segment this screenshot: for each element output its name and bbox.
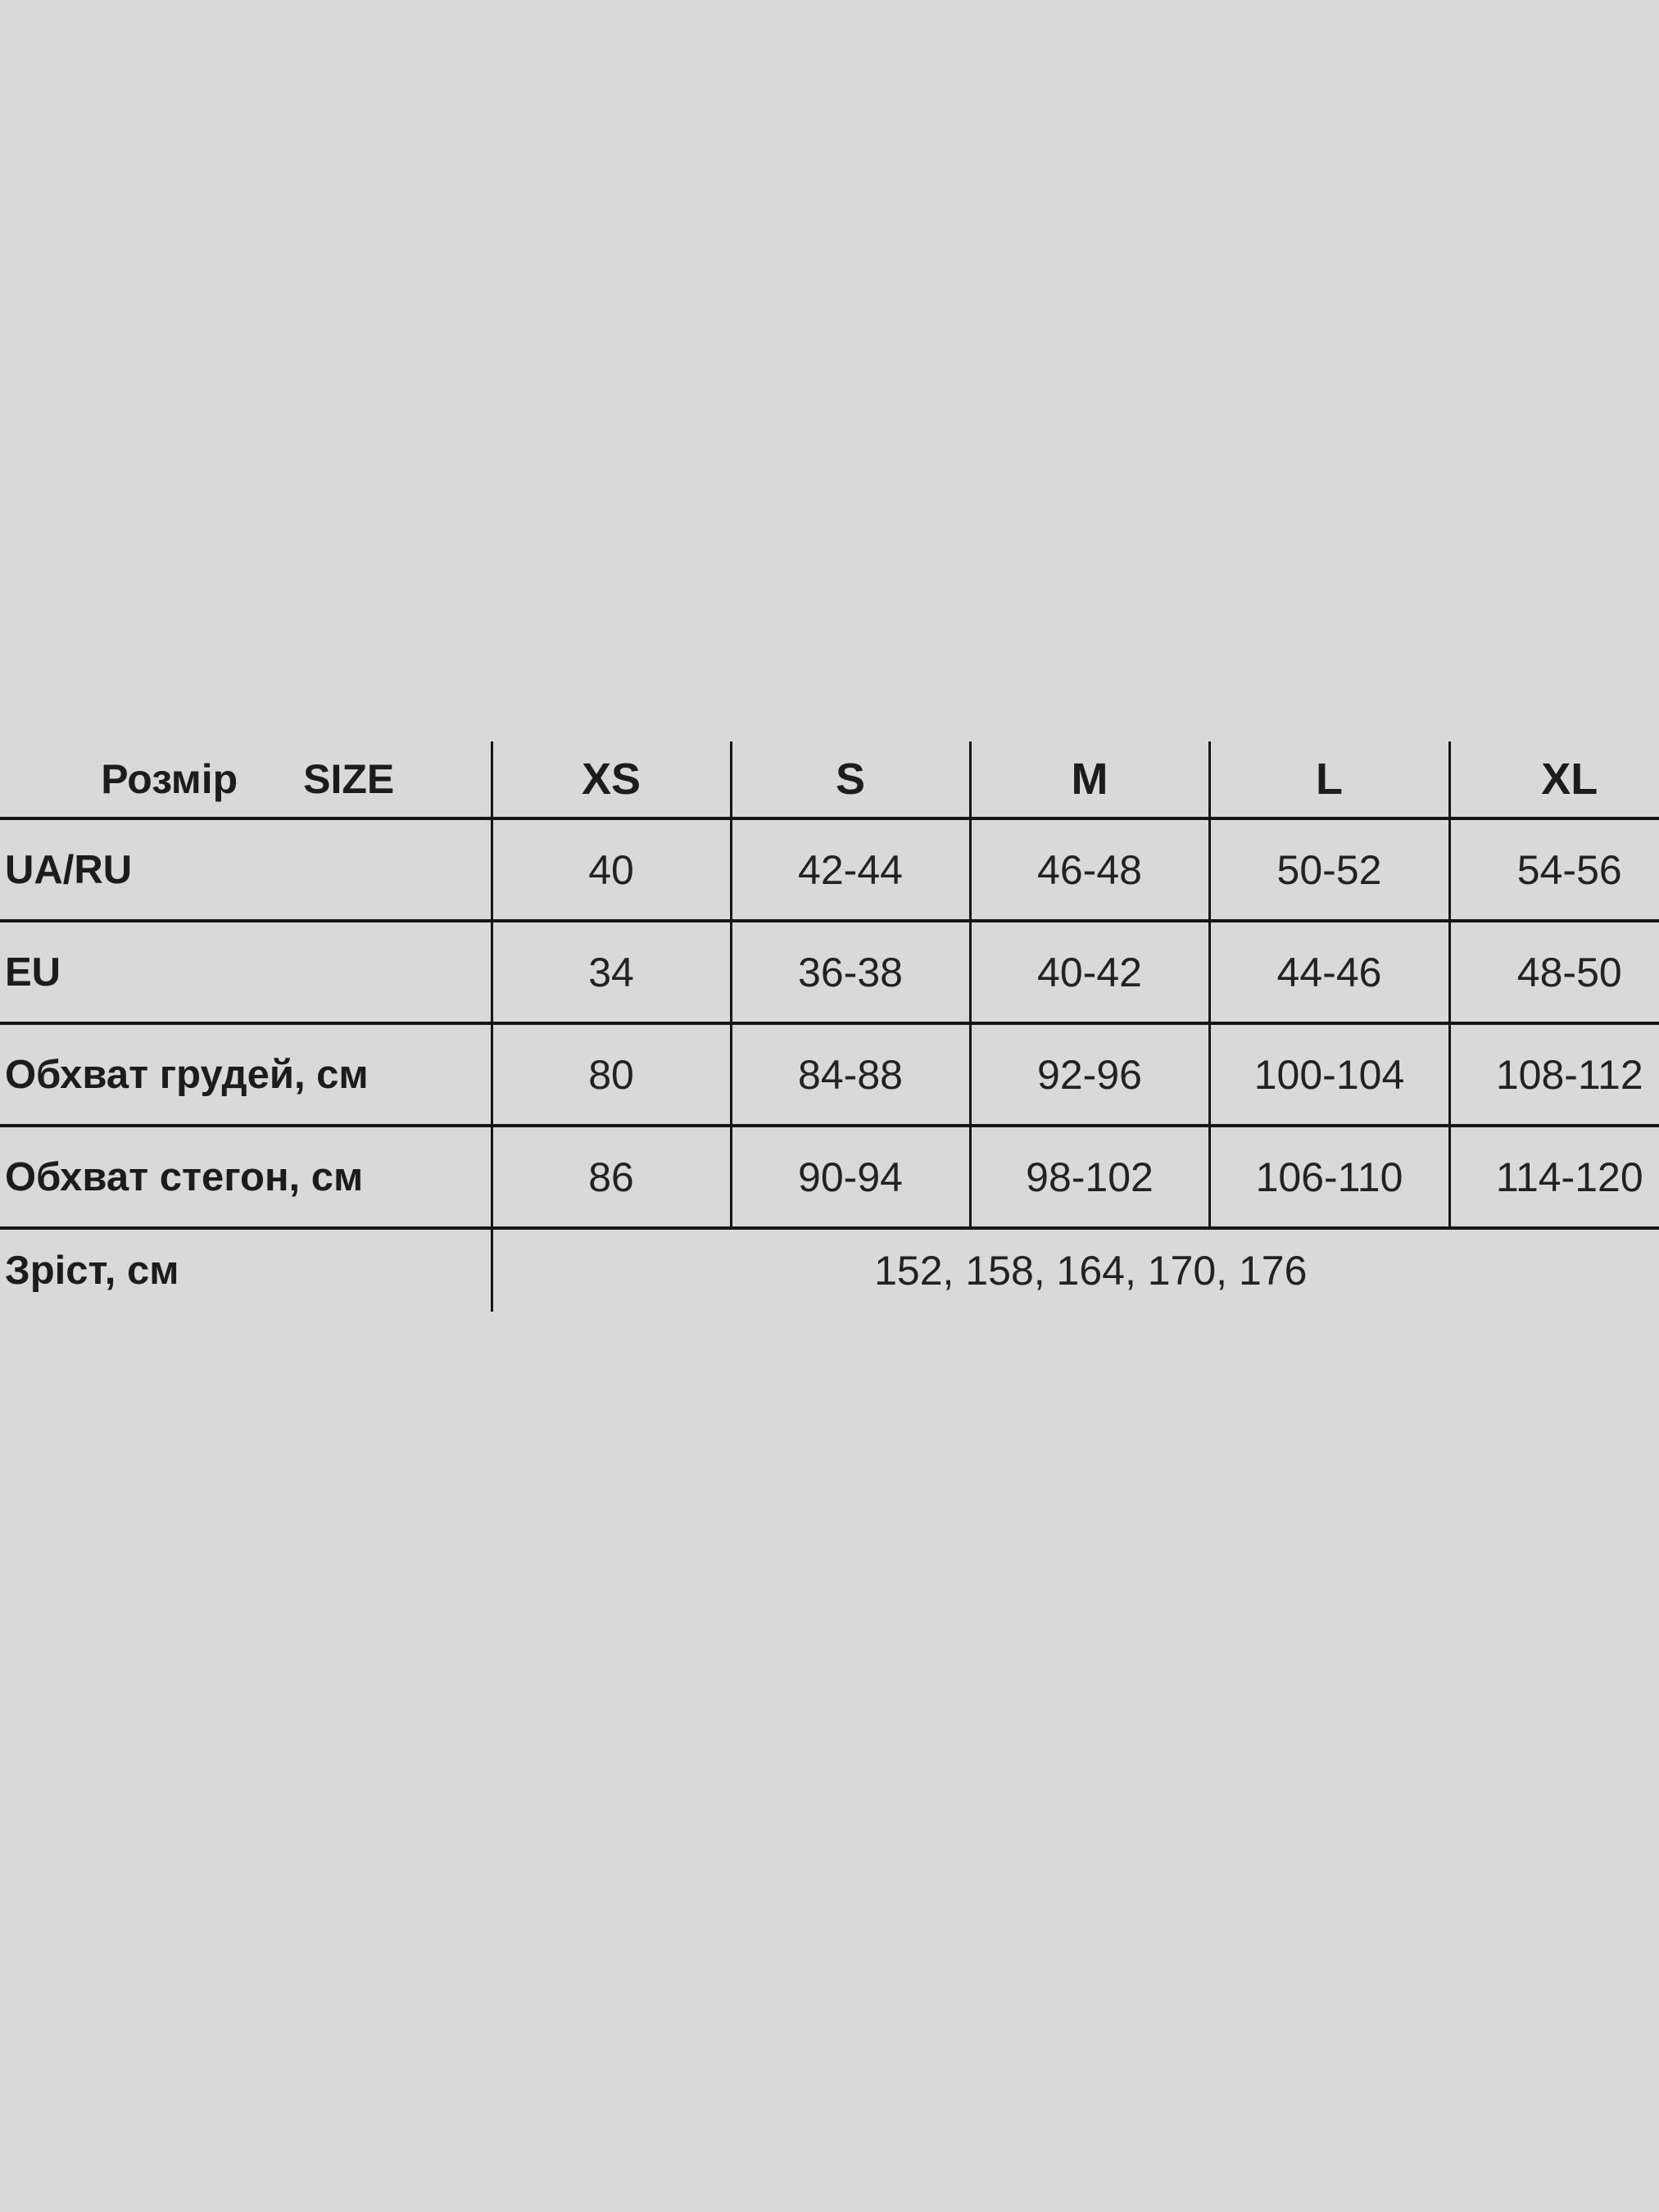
- value-cell: 84-88: [729, 1023, 970, 1127]
- header-cell-s: S: [729, 741, 970, 820]
- header-row: Розмір SIZE XS S M L XL: [0, 741, 1659, 820]
- header-cell-xs: XS: [490, 741, 731, 820]
- value-cell: 54-56: [1448, 818, 1659, 922]
- table-row-chest: Обхват грудей, см 80 84-88 92-96 100-104…: [0, 1023, 1659, 1127]
- header-cell-m: M: [968, 741, 1209, 820]
- value-cell: 90-94: [729, 1126, 970, 1230]
- row-label: EU: [0, 921, 492, 1025]
- value-cell: 48-50: [1448, 921, 1659, 1025]
- value-cell: 34: [490, 921, 731, 1025]
- size-table: Розмір SIZE XS S M L XL UA/RU 40 42-44 4…: [0, 741, 1659, 1312]
- row-label: Зріст, см: [5, 1249, 179, 1293]
- height-values-cell: 152, 158, 164, 170, 176: [490, 1228, 1659, 1312]
- header-cell-xl: XL: [1448, 741, 1659, 820]
- header-cell-l: L: [1208, 741, 1449, 820]
- table-row-height: Зріст, см 152, 158, 164, 170, 176: [0, 1228, 1659, 1312]
- value-cell: 44-46: [1208, 921, 1449, 1025]
- value-cell: 50-52: [1208, 818, 1449, 922]
- value-cell: 40: [490, 818, 731, 922]
- table-row-ua-ru: UA/RU 40 42-44 46-48 50-52 54-56: [0, 818, 1659, 922]
- header-label-uk: Розмір: [101, 756, 238, 802]
- value-cell: 92-96: [968, 1023, 1209, 1127]
- value-cell: 86: [490, 1126, 731, 1230]
- value-cell: 36-38: [729, 921, 970, 1025]
- value-cell: 40-42: [968, 921, 1209, 1025]
- row-label: Обхват стегон, см: [0, 1126, 492, 1230]
- row-label: Обхват грудей, см: [0, 1023, 492, 1127]
- value-cell: 80: [490, 1023, 731, 1127]
- header-label-en: SIZE: [303, 756, 395, 802]
- value-cell: 100-104: [1208, 1023, 1449, 1127]
- value-cell: 106-110: [1208, 1126, 1449, 1230]
- value-cell: 98-102: [968, 1126, 1209, 1230]
- row-label: UA/RU: [0, 818, 492, 922]
- header-label-cell: Розмір SIZE: [0, 741, 492, 820]
- value-cell: 114-120: [1448, 1126, 1659, 1230]
- value-cell: 108-112: [1448, 1023, 1659, 1127]
- value-cell: 42-44: [729, 818, 970, 922]
- value-cell: 46-48: [968, 818, 1209, 922]
- table-row-hips: Обхват стегон, см 86 90-94 98-102 106-11…: [0, 1126, 1659, 1230]
- table-row-eu: EU 34 36-38 40-42 44-46 48-50: [0, 921, 1659, 1025]
